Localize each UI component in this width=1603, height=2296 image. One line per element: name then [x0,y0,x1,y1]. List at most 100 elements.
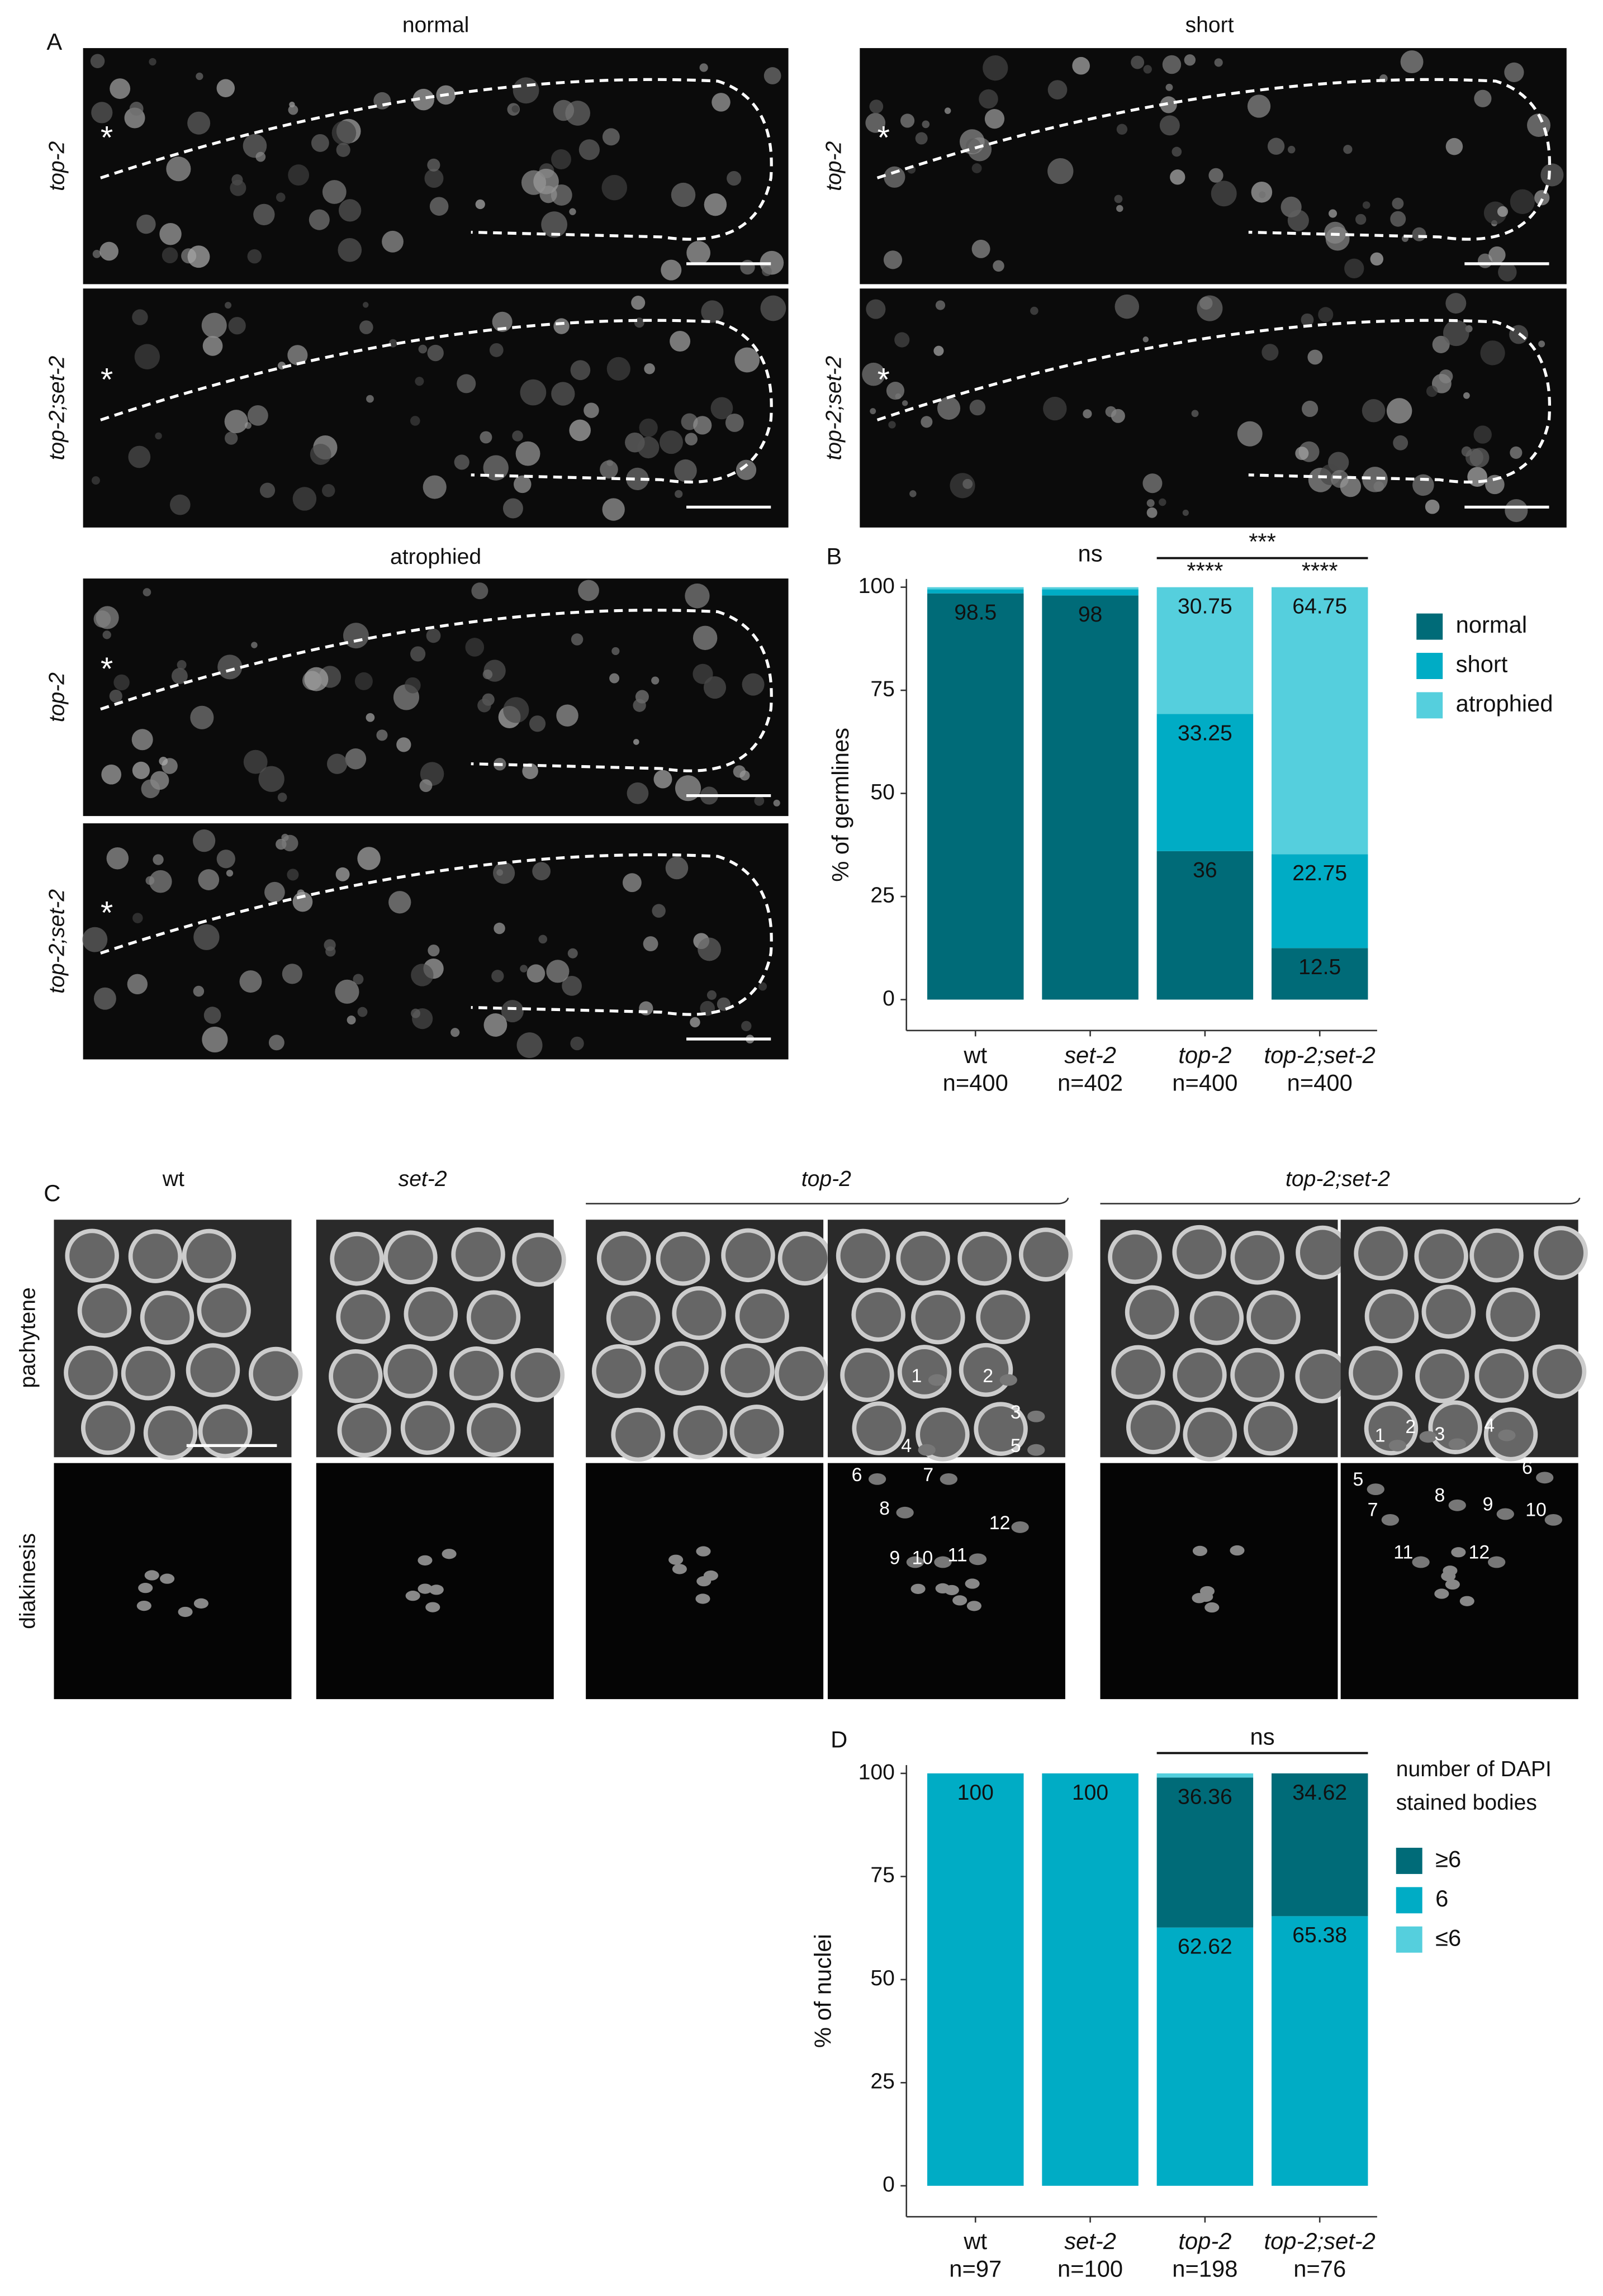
nucleus [1237,421,1263,447]
nucleus [482,669,493,680]
nucleus [287,345,308,366]
nucleus [1474,89,1492,107]
nucleus [710,397,733,420]
nucleus [450,1028,460,1037]
nucleus [1469,448,1490,468]
nucleus [1208,168,1223,183]
asterisk: * [878,120,890,155]
nucleus [1324,221,1346,244]
chromosome [1536,1472,1554,1484]
nucleus [551,382,575,406]
legend-label: normal [1456,611,1527,638]
nucleus [457,374,476,393]
chromosome-number: 4 [901,1435,912,1457]
chromosome-number: 4 [1484,1415,1495,1436]
nucleus [347,1016,356,1025]
nucleus [1184,54,1196,66]
nucleus [1230,1348,1284,1402]
nucleus [466,1290,521,1344]
nucleus [721,1228,775,1283]
nucleus [1532,1344,1587,1399]
nucleus [376,729,388,741]
nucleus [1143,65,1152,74]
nucleus [1047,158,1074,184]
nucleus [327,753,348,774]
group-line [1100,1197,1581,1204]
nucleus [143,588,151,596]
nucleus [894,332,910,348]
nucleus [1370,252,1384,266]
bar-segment [1042,589,1139,596]
nucleus [1126,1400,1180,1454]
nucleus [224,410,248,434]
nucleus [1247,94,1271,118]
significance: **** [1187,558,1223,584]
bar-segment [1156,1777,1254,1928]
nucleus [64,1345,118,1400]
bar-segment [1042,1773,1139,2186]
y-tick-label: 50 [870,780,894,804]
nucleus [1246,1290,1301,1345]
bivalent [1192,1545,1207,1557]
sample-size: n=402 [1057,1069,1123,1095]
nucleus [944,107,951,114]
nucleus [449,1346,504,1401]
nucleus [886,381,905,400]
nucleus [1421,1284,1476,1339]
nucleus [1480,340,1505,366]
nucleus [322,180,347,204]
nucleus [600,460,618,479]
nucleus [311,134,329,152]
nucleus [102,630,111,639]
nucleus [591,1344,646,1398]
chromosome [1412,1556,1430,1568]
nucleus [366,713,375,722]
bivalent [405,1591,420,1601]
nucleus [633,699,646,712]
sample-size: n=97 [949,2256,1002,2282]
nucleus [198,869,220,890]
legend-swatch [1396,1887,1422,1914]
nucleus [532,862,551,881]
nucleus [1043,396,1067,421]
nucleus [529,715,546,732]
nucleus [703,676,727,699]
nucleus [546,960,570,983]
nucleus [720,1343,775,1398]
nucleus [602,498,625,521]
nucleus [1172,146,1182,157]
nucleus [1488,246,1506,264]
nucleus [1287,210,1309,231]
gonad-outline [100,609,773,772]
value-label: 22.75 [1292,861,1347,885]
nucleus [331,121,357,145]
nucleus [1354,1226,1408,1280]
nucleus [415,377,424,386]
nucleus [673,1405,728,1460]
nucleus [91,102,113,124]
nucleus [570,360,591,381]
nucleus [480,431,492,444]
nucleus [503,697,529,723]
column-title: wt [162,1167,184,1191]
bivalent [696,1576,712,1587]
nucleus [65,1228,119,1283]
nucleus [247,405,268,426]
nucleus [177,660,187,670]
chromosome-number: 7 [1368,1500,1378,1521]
nucleus [309,209,330,230]
y-tick-label: 0 [883,2172,895,2197]
nucleus [155,432,162,440]
legend-swatch [1416,613,1443,640]
nucleus [143,1406,198,1460]
legend-title: number of DAPI [1396,1757,1552,1781]
nucleus [132,913,143,923]
nucleus [570,1036,584,1051]
nucleus [287,869,299,881]
chromosome [934,1556,952,1568]
nucleus [865,112,886,133]
y-tick-label: 0 [883,986,895,1011]
nucleus [774,1346,829,1401]
value-label: 30.75 [1178,594,1232,618]
